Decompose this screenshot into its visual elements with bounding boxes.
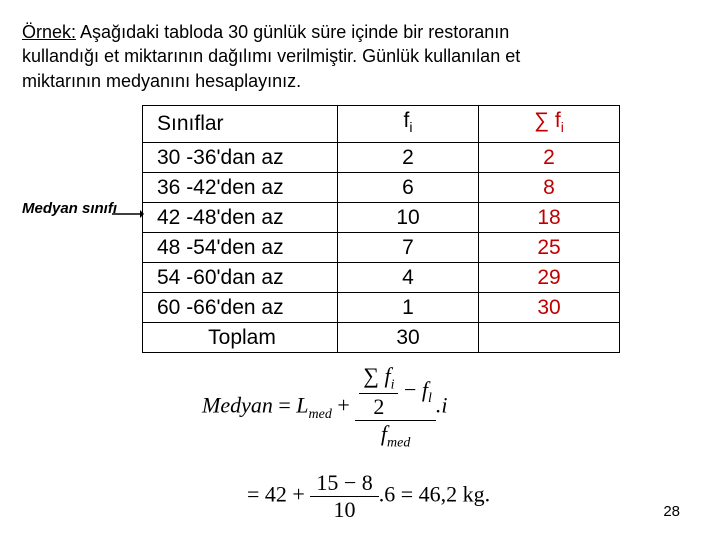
cell-fi: 4 [338, 263, 479, 293]
cell-fi: 2 [338, 143, 479, 173]
median-formula: Medyan = Lmed + ∑ fi2 − flfmed.i [202, 363, 698, 452]
problem-line3: miktarının medyanını hesaplayınız. [22, 71, 301, 91]
frequency-table: Sınıflar fi ∑ fi 30 -36'dan az 2 2 36 -4… [142, 105, 620, 353]
header-classes: Sınıflar [143, 105, 338, 142]
table-row: 36 -42'den az 6 8 [143, 173, 620, 203]
table-row: 48 -54'den az 7 25 [143, 233, 620, 263]
header-fi: fi [338, 105, 479, 142]
cell-cum: 30 [479, 293, 620, 323]
problem-text: Örnek: Aşağıdaki tabloda 30 günlük süre … [22, 20, 698, 93]
cell-total-label: Toplam [143, 323, 338, 353]
cell-class: 54 -60'dan az [143, 263, 338, 293]
table-row: 60 -66'den az 1 30 [143, 293, 620, 323]
cell-fi: 1 [338, 293, 479, 323]
cell-class: 42 -48'den az [143, 203, 338, 233]
cell-cum: 18 [479, 203, 620, 233]
table-row: 42 -48'den az 10 18 [143, 203, 620, 233]
problem-line1: Aşağıdaki tabloda 30 günlük süre içinde … [76, 22, 509, 42]
cell-class: 36 -42'den az [143, 173, 338, 203]
cell-total-cum [479, 323, 620, 353]
cell-class: 48 -54'den az [143, 233, 338, 263]
cell-cum: 2 [479, 143, 620, 173]
cell-class: 60 -66'den az [143, 293, 338, 323]
problem-line2: kullandığı et miktarının dağılımı verilm… [22, 46, 520, 66]
table-row: 30 -36'dan az 2 2 [143, 143, 620, 173]
cell-fi: 7 [338, 233, 479, 263]
header-cumfi: ∑ fi [479, 105, 620, 142]
cell-class: 30 -36'dan az [143, 143, 338, 173]
cell-total-fi: 30 [338, 323, 479, 353]
cell-cum: 25 [479, 233, 620, 263]
median-calculation: = 42 + 15 − 810.6 = 46,2 kg. [247, 470, 698, 523]
example-label: Örnek: [22, 22, 76, 42]
table-total-row: Toplam 30 [143, 323, 620, 353]
cell-fi: 6 [338, 173, 479, 203]
table-row: 54 -60'dan az 4 29 [143, 263, 620, 293]
cell-cum: 29 [479, 263, 620, 293]
page-number: 28 [663, 503, 680, 520]
arrow-icon [112, 207, 144, 221]
formula-lhs: Medyan [202, 393, 273, 418]
calc-fraction: 15 − 810 [310, 470, 378, 523]
cell-fi: 10 [338, 203, 479, 233]
formula-main-fraction: ∑ fi2 − flfmed [355, 363, 436, 452]
cell-cum: 8 [479, 173, 620, 203]
median-class-label: Medyan sınıfı [22, 200, 117, 217]
table-header-row: Sınıflar fi ∑ fi [143, 105, 620, 142]
